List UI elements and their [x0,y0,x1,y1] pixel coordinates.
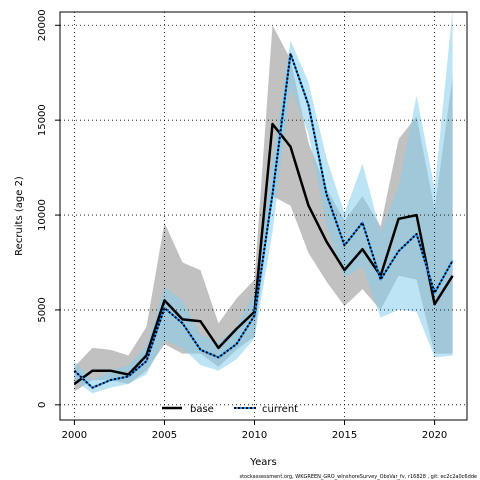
x-tick-label-2020: 2020 [422,430,447,441]
x-tick-label-2010: 2010 [242,430,267,441]
y-tick-label-20000: 20000 [37,9,48,41]
y-tick-label-5000: 5000 [37,297,48,322]
plot-frame [59,11,468,421]
legend-label-current: current [262,404,298,415]
y-tick-label-15000: 15000 [37,104,48,136]
x-tick-label-2015: 2015 [332,430,357,441]
band-current [74,10,453,394]
y-axis: 0 5000 10000 15000 20000 [37,9,60,408]
caption: stockassessment.org, WKGREEN_GRO_wInshor… [239,474,477,480]
y-axis-title: Recruits (age 2) [14,176,25,256]
x-axis: 2000 2005 2010 2015 2020 [62,420,447,441]
y-tick-label-0: 0 [37,402,48,408]
line-current-base [73,52,454,389]
y-tick-label-10000: 10000 [37,199,48,231]
line-base [73,122,454,385]
x-axis-title: Years [249,457,276,468]
x-tick-label-2000: 2000 [62,430,87,441]
legend: base current [162,404,298,415]
confidence-bands [74,10,453,394]
grid-lines [60,12,467,420]
series-lines [73,52,454,389]
legend-label-base: base [190,404,214,415]
x-tick-label-2005: 2005 [152,430,177,441]
